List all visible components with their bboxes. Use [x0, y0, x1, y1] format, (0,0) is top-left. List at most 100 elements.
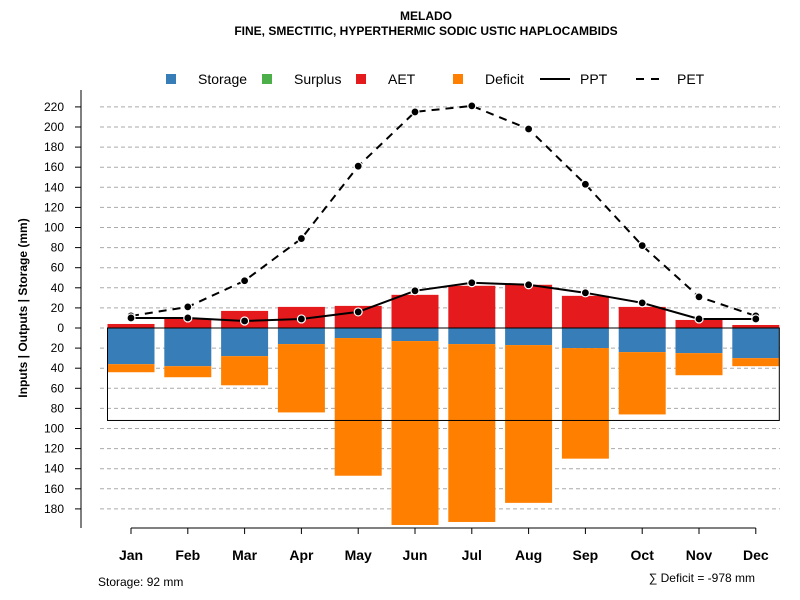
pet-point — [467, 101, 477, 111]
legend-label-deficit: Deficit — [485, 71, 524, 87]
ppt-point — [353, 307, 363, 317]
y-tick-label: 20 — [51, 341, 65, 355]
legend-label-ppt: PPT — [580, 71, 608, 87]
storage-bar — [448, 328, 496, 345]
aet-bar — [561, 295, 609, 328]
storage-bar — [618, 328, 666, 353]
ppt-point — [694, 314, 704, 324]
legend-label-surplus: Surplus — [294, 71, 341, 87]
legend: Storage Surplus AET Deficit PPT PET — [166, 71, 705, 87]
aet-bar — [618, 306, 666, 328]
y-tick-label: 120 — [44, 200, 64, 214]
pet-point — [240, 276, 250, 286]
legend-swatch-aet — [356, 74, 366, 84]
deficit-bar — [561, 348, 609, 459]
storage-bar — [675, 328, 723, 354]
pet-point — [580, 179, 591, 189]
y-tick-label: 20 — [51, 301, 65, 315]
month-label-nov: Nov — [686, 547, 713, 563]
pet-point — [523, 124, 534, 134]
ppt-point — [183, 313, 193, 323]
y-tick-label: 180 — [44, 502, 64, 516]
y-tick-label: 100 — [44, 221, 64, 235]
month-label-dec: Dec — [743, 547, 769, 563]
ppt-point — [126, 313, 136, 323]
pet-point — [410, 107, 420, 117]
pet-point — [296, 233, 306, 244]
bars — [107, 284, 780, 525]
aet-bar — [732, 324, 780, 328]
legend-label-storage: Storage — [198, 71, 247, 87]
storage-bar — [334, 328, 382, 339]
y-axis-label: Inputs | Outputs | Storage (mm) — [16, 218, 30, 397]
storage-footnote: Storage: 92 mm — [98, 575, 183, 589]
aet-bar — [505, 284, 553, 328]
y-tick-label: 60 — [51, 261, 65, 275]
month-label-jul: Jul — [462, 547, 482, 563]
storage-bar — [221, 328, 269, 357]
y-tick-label: 80 — [51, 401, 65, 415]
deficit-bar — [675, 353, 723, 376]
storage-capacity-box — [107, 327, 780, 421]
y-tick-label: 160 — [44, 482, 64, 496]
aet-bar — [334, 305, 382, 328]
y-tick-label: 100 — [44, 422, 64, 436]
ppt-point — [410, 286, 420, 296]
deficit-bar — [221, 356, 269, 386]
storage-bar — [505, 328, 553, 346]
y-tick-label: 80 — [51, 241, 65, 255]
y-tick-label: 180 — [44, 140, 64, 154]
y-axis: 2202001801601401201008060402002040608010… — [44, 90, 82, 528]
deficit-bar — [334, 338, 382, 476]
aet-bar — [448, 285, 496, 328]
aet-bar — [675, 319, 723, 328]
month-label-mar: Mar — [232, 547, 257, 563]
pet-point — [694, 292, 704, 302]
ppt-point — [751, 314, 761, 324]
ppt-point — [240, 316, 250, 326]
aet-bar — [391, 294, 439, 328]
deficit-bar — [164, 366, 212, 378]
ppt-point — [523, 280, 534, 290]
pet-point — [353, 161, 363, 171]
month-label-jan: Jan — [119, 547, 143, 563]
chart-title: MELADO — [400, 9, 452, 23]
pet-point — [183, 302, 193, 312]
storage-bar — [561, 328, 609, 349]
legend-swatch-surplus — [262, 74, 272, 84]
month-label-sep: Sep — [573, 547, 599, 563]
storage-bar — [107, 328, 155, 365]
y-tick-label: 120 — [44, 442, 64, 456]
storage-bar — [391, 328, 439, 342]
y-tick-label: 40 — [51, 281, 65, 295]
legend-swatch-storage — [166, 74, 176, 84]
deficit-bar — [505, 345, 553, 503]
x-axis: Jan Feb Mar Apr May Jun Jul Aug Sep Oct Nov Dec — [119, 527, 769, 563]
ppt-point — [296, 314, 306, 324]
legend-label-pet: PET — [677, 71, 705, 87]
legend-swatch-deficit — [453, 74, 463, 84]
y-tick-label: 0 — [57, 321, 64, 335]
month-label-oct: Oct — [631, 547, 655, 563]
deficit-bar — [391, 341, 439, 525]
month-label-feb: Feb — [175, 547, 200, 563]
pet-point — [637, 240, 647, 251]
lines — [126, 101, 761, 326]
deficit-bar — [107, 364, 155, 373]
pet-line — [130, 104, 757, 317]
deficit-footnote: ∑ Deficit = -978 mm — [649, 571, 755, 585]
y-tick-label: 140 — [44, 462, 64, 476]
deficit-bar — [448, 344, 496, 522]
y-tick-label: 60 — [51, 381, 65, 395]
storage-bar — [164, 328, 212, 367]
y-tick-label: 40 — [51, 361, 65, 375]
deficit-bar — [277, 344, 325, 413]
deficit-bar — [732, 358, 780, 367]
storage-bar — [277, 328, 325, 345]
storage-capacity-outline — [107, 327, 780, 421]
aet-bar — [164, 318, 212, 328]
month-label-may: May — [345, 547, 372, 563]
ppt-point — [580, 288, 591, 298]
y-tick-label: 200 — [44, 120, 64, 134]
